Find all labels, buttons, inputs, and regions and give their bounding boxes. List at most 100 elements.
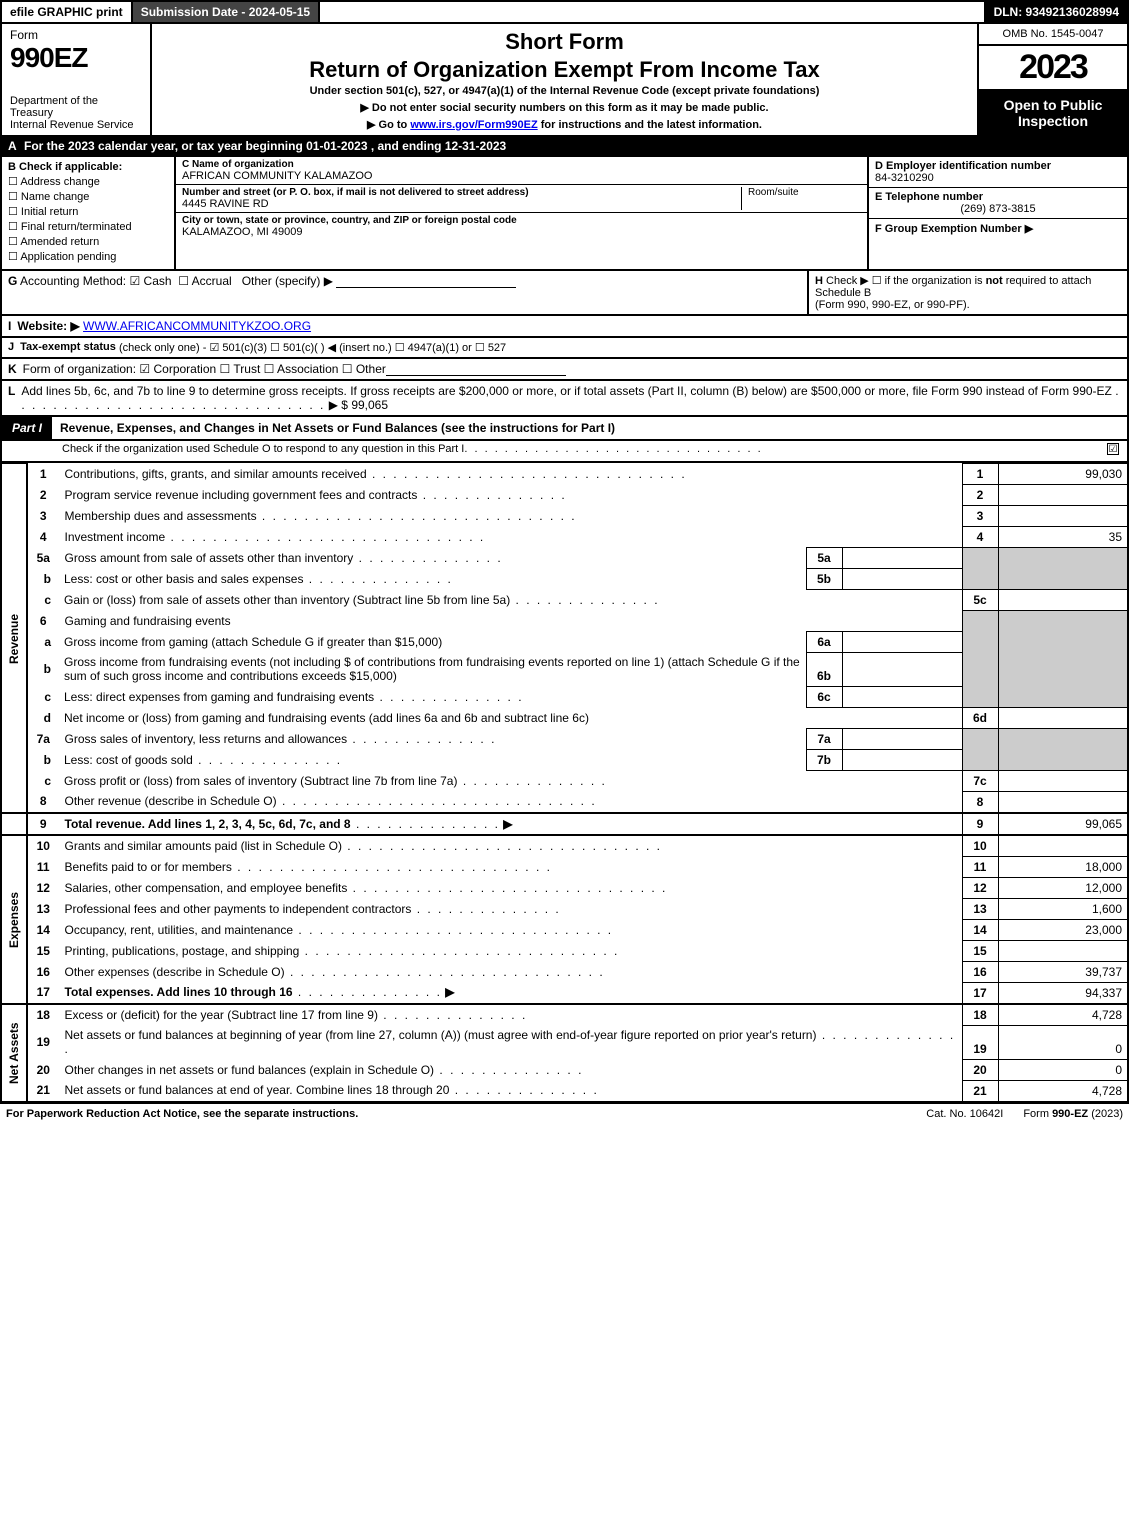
side-netassets: Net Assets [1, 1004, 27, 1102]
box-15: 15 [962, 940, 998, 961]
box-5c: 5c [962, 590, 998, 611]
ln-6: 6 [27, 611, 59, 632]
v-2 [998, 485, 1128, 506]
l-amount: 99,065 [351, 398, 388, 412]
part-i-checkbox[interactable]: ☑ [1107, 443, 1119, 455]
sv-5b [842, 569, 962, 590]
form-header: Form 990EZ Department of the Treasury In… [0, 24, 1129, 137]
v-1: 99,030 [998, 464, 1128, 485]
form-number: 990EZ [10, 42, 142, 74]
cb-pending[interactable]: ☐ Application pending [8, 250, 168, 263]
d-4: Investment income [65, 530, 166, 544]
sb-6b: 6b [806, 652, 842, 686]
grey-6v [998, 611, 1128, 708]
d-3: Membership dues and assessments [65, 509, 257, 523]
letter-i: I [8, 319, 11, 333]
letter-k: K [8, 362, 17, 376]
d-6d: Net income or (loss) from gaming and fun… [64, 711, 589, 725]
row-j: J Tax-exempt status (check only one) - ☑… [0, 338, 1129, 359]
submission-date: Submission Date - 2024-05-15 [133, 2, 318, 22]
v-10 [998, 835, 1128, 857]
ln-7b: b [27, 749, 59, 770]
telephone: (269) 873-3815 [875, 203, 1121, 215]
d-5c: Gain or (loss) from sale of assets other… [64, 593, 510, 607]
cb-other[interactable]: Other (specify) ▶ [242, 274, 333, 288]
grey-5v [998, 548, 1128, 590]
f-label: F Group Exemption Number ▶ [875, 223, 1033, 235]
v-16: 39,737 [998, 961, 1128, 982]
v-21: 4,728 [998, 1080, 1128, 1102]
sb-6a: 6a [806, 631, 842, 652]
cb-accrual[interactable]: Accrual [192, 274, 232, 288]
section-subhead: Under section 501(c), 527, or 4947(a)(1)… [310, 85, 820, 97]
form-word: Form [10, 28, 142, 42]
other-specify-blank[interactable] [336, 274, 516, 288]
cb-name-change[interactable]: ☐ Name change [8, 190, 168, 203]
instruction-1: ▶ Do not enter social security numbers o… [360, 101, 768, 114]
org-name: AFRICAN COMMUNITY KALAMAZOO [182, 170, 861, 182]
d-2: Program service revenue including govern… [65, 488, 418, 502]
col-c: C Name of organization AFRICAN COMMUNITY… [176, 157, 867, 269]
sv-5a [842, 548, 962, 569]
ln-3: 3 [27, 506, 59, 527]
d-10: Grants and similar amounts paid (list in… [65, 839, 342, 853]
cb-initial-return[interactable]: ☐ Initial return [8, 205, 168, 218]
box-2: 2 [962, 485, 998, 506]
g-label: Accounting Method: [20, 274, 126, 288]
part-i-tab: Part I [2, 417, 52, 439]
d-6b: Gross income from fundraising events (no… [64, 655, 800, 683]
box-19: 19 [962, 1025, 998, 1059]
e-label: E Telephone number [875, 191, 1121, 203]
ln-12: 12 [27, 877, 59, 898]
efile-button[interactable]: efile GRAPHIC print [2, 2, 131, 22]
sv-7b [842, 749, 962, 770]
h-text1: Check ▶ ☐ if the organization is [826, 275, 986, 287]
v-3 [998, 506, 1128, 527]
ln-17: 17 [27, 982, 59, 1004]
cb-final-return[interactable]: ☐ Final return/terminated [8, 220, 168, 233]
v-19: 0 [998, 1025, 1128, 1059]
return-title: Return of Organization Exempt From Incom… [309, 57, 820, 83]
ln-11: 11 [27, 856, 59, 877]
box-18: 18 [962, 1004, 998, 1026]
c-city-label: City or town, state or province, country… [182, 215, 861, 226]
row-a: A For the 2023 calendar year, or tax yea… [0, 137, 1129, 157]
ln-6c: c [27, 686, 59, 707]
h-text3: (Form 990, 990-EZ, or 990-PF). [815, 299, 970, 311]
box-3: 3 [962, 506, 998, 527]
k-other-blank[interactable] [386, 362, 566, 376]
cb-address-change[interactable]: ☐ Address change [8, 175, 168, 188]
ln-9: 9 [27, 813, 59, 835]
d-16: Other expenses (describe in Schedule O) [65, 965, 285, 979]
row-l: L Add lines 5b, 6c, and 7b to line 9 to … [0, 381, 1129, 417]
ln-8: 8 [27, 791, 59, 813]
cb-cash[interactable]: ☑ [129, 274, 140, 288]
d-20: Other changes in net assets or fund bala… [65, 1063, 435, 1077]
header-left: Form 990EZ Department of the Treasury In… [2, 24, 152, 135]
row-a-text: For the 2023 calendar year, or tax year … [24, 139, 506, 153]
irs-link[interactable]: www.irs.gov/Form990EZ [410, 119, 537, 131]
ln-20: 20 [27, 1059, 59, 1080]
side-blank-1 [1, 813, 27, 835]
d-18: Excess or (deficit) for the year (Subtra… [65, 1008, 378, 1022]
org-street: 4445 RAVINE RD [182, 198, 741, 210]
spacer [320, 2, 983, 22]
letter-b: B [8, 161, 16, 173]
ln-5c: c [27, 590, 59, 611]
part-i-sub-text: Check if the organization used Schedule … [62, 443, 464, 455]
d-7a: Gross sales of inventory, less returns a… [65, 732, 348, 746]
footer-center: Cat. No. 10642I [926, 1108, 1003, 1120]
d-6a: Gross income from gaming (attach Schedul… [64, 635, 442, 649]
ein: 84-3210290 [875, 172, 1121, 184]
b-head: Check if applicable: [19, 161, 122, 173]
k-label: Form of organization: [23, 362, 136, 376]
box-9: 9 [962, 813, 998, 835]
grey-7v [998, 728, 1128, 770]
cb-amended[interactable]: ☐ Amended return [8, 235, 168, 248]
website-link[interactable]: WWW.AFRICANCOMMUNITYKZOO.ORG [83, 319, 311, 333]
d-9: Total revenue. Add lines 1, 2, 3, 4, 5c,… [65, 817, 351, 831]
ln-13: 13 [27, 898, 59, 919]
box-14: 14 [962, 919, 998, 940]
v-20: 0 [998, 1059, 1128, 1080]
side-expenses: Expenses [1, 835, 27, 1004]
